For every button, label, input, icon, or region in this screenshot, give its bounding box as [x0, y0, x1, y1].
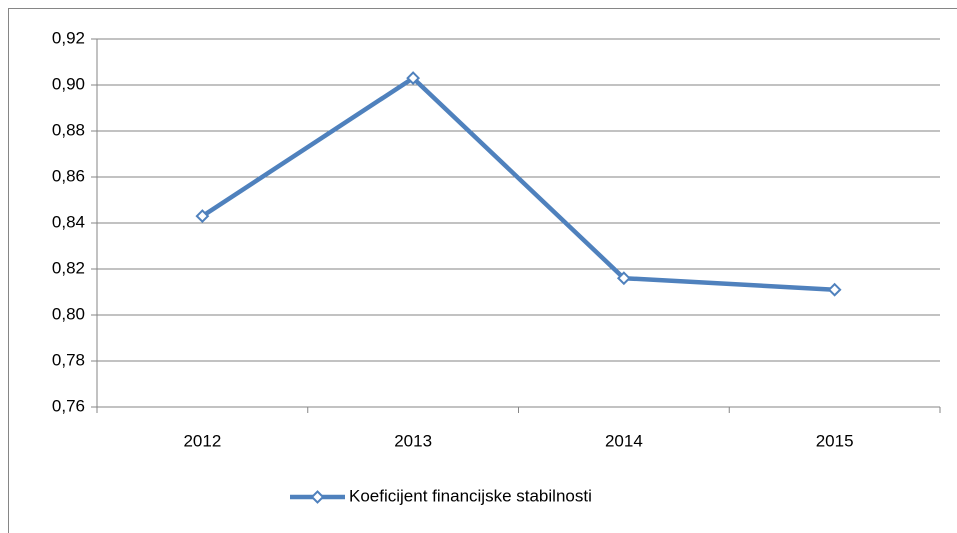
series-line	[201, 75, 835, 292]
x-tick-label: 2014	[605, 431, 643, 450]
y-tick-label: 0,90	[52, 74, 85, 93]
y-tick-label: 0,84	[52, 212, 85, 231]
x-tick-label: 2013	[394, 431, 432, 450]
chart-border	[8, 8, 957, 533]
y-tick-label: 0,86	[52, 166, 85, 185]
data-point	[195, 209, 210, 224]
y-tick-label: 0,88	[52, 120, 85, 139]
x-tick-label: 2015	[816, 431, 854, 450]
y-tick-label: 0,92	[52, 28, 85, 47]
x-tick-label: 2012	[183, 431, 221, 450]
y-tick-label: 0,78	[52, 350, 85, 369]
data-point	[406, 71, 421, 86]
data-point	[616, 271, 631, 286]
y-tick-label: 0,80	[52, 304, 85, 323]
y-tick-label: 0,82	[52, 258, 85, 277]
data-point	[827, 282, 842, 297]
y-tick-label: 0,76	[52, 396, 85, 415]
legend-marker	[310, 490, 325, 504]
legend-label: Koeficijent financijske stabilnosti	[349, 486, 592, 505]
